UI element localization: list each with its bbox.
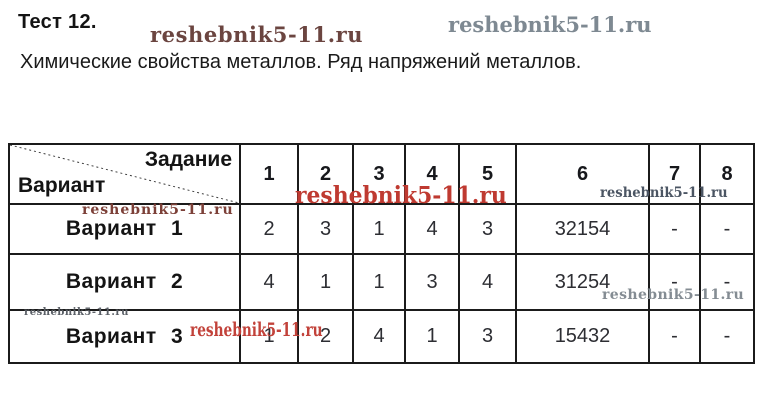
answer-cell: - bbox=[648, 309, 701, 364]
answer-cell: 3 bbox=[404, 253, 460, 311]
task-column-header-7: 7 bbox=[648, 143, 701, 205]
answer-cell: 15432 bbox=[515, 309, 650, 364]
answer-cell: 1 bbox=[352, 203, 406, 255]
task-column-header-8: 8 bbox=[699, 143, 755, 205]
variant-label: Вариант 2 bbox=[8, 253, 241, 311]
answer-cell: 1 bbox=[404, 309, 460, 364]
task-column-header-4: 4 bbox=[404, 143, 460, 205]
corner-label-task: Задание bbox=[144, 148, 232, 171]
task-column-header-2: 2 bbox=[297, 143, 354, 205]
answer-cell: 3 bbox=[458, 309, 517, 364]
page-subtitle: Химические свойства металлов. Ряд напряж… bbox=[20, 51, 582, 73]
variant-label: Вариант 3 bbox=[8, 309, 241, 364]
watermark-text: reshebnik5-11.ru bbox=[24, 307, 129, 318]
watermark-text: reshebnik5-11.ru bbox=[600, 185, 728, 201]
answer-cell: 31254 bbox=[515, 253, 650, 311]
watermark-text: reshebnik5-11.ru bbox=[190, 319, 323, 341]
table-row-variant-2: Вариант 2 4 1 1 3 4 31254 - - bbox=[8, 253, 755, 311]
table-row-variant-1: Вариант 1 2 3 1 4 3 32154 - - bbox=[8, 203, 755, 255]
corner-label-variant: Вариант bbox=[18, 174, 106, 197]
answer-cell: 4 bbox=[458, 253, 517, 311]
answer-cell: 4 bbox=[404, 203, 460, 255]
answers-table: Задание Вариант 1 2 3 4 5 6 7 8 Вариант … bbox=[8, 143, 755, 364]
answer-cell: 1 bbox=[297, 253, 354, 311]
table-row-variant-3: Вариант 3 1 2 4 1 3 15432 - - bbox=[8, 309, 755, 364]
task-column-header-6: 6 bbox=[515, 143, 650, 205]
task-column-header-3: 3 bbox=[352, 143, 406, 205]
table-header-row: Задание Вариант 1 2 3 4 5 6 7 8 bbox=[8, 143, 755, 205]
answer-cell: 4 bbox=[239, 253, 299, 311]
answer-cell: 1 bbox=[352, 253, 406, 311]
watermark-text: reshebnik5-11.ru bbox=[448, 12, 652, 37]
answer-cell: 3 bbox=[458, 203, 517, 255]
answer-cell: 32154 bbox=[515, 203, 650, 255]
answer-cell: - bbox=[699, 253, 755, 311]
task-column-header-5: 5 bbox=[458, 143, 517, 205]
answer-cell: - bbox=[699, 309, 755, 364]
watermark-text: reshebnik5-11.ru bbox=[295, 182, 507, 209]
watermark-text: reshebnik5-11.ru bbox=[150, 22, 364, 47]
task-column-header-1: 1 bbox=[239, 143, 299, 205]
watermark-text: reshebnik5-11.ru bbox=[602, 287, 745, 303]
answer-cell: 2 bbox=[297, 309, 354, 364]
watermark-text: reshebnik5-11.ru bbox=[82, 202, 234, 218]
answer-cell: 1 bbox=[239, 309, 299, 364]
answer-cell: 4 bbox=[352, 309, 406, 364]
answer-cell: - bbox=[648, 203, 701, 255]
table-corner-cell: Задание Вариант bbox=[8, 143, 241, 205]
answer-cell: 2 bbox=[239, 203, 299, 255]
variant-label: Вариант 1 bbox=[8, 203, 241, 255]
answer-cell: 3 bbox=[297, 203, 354, 255]
answer-cell: - bbox=[648, 253, 701, 311]
page-title: Тест 12. bbox=[18, 11, 97, 33]
answer-cell: - bbox=[699, 203, 755, 255]
